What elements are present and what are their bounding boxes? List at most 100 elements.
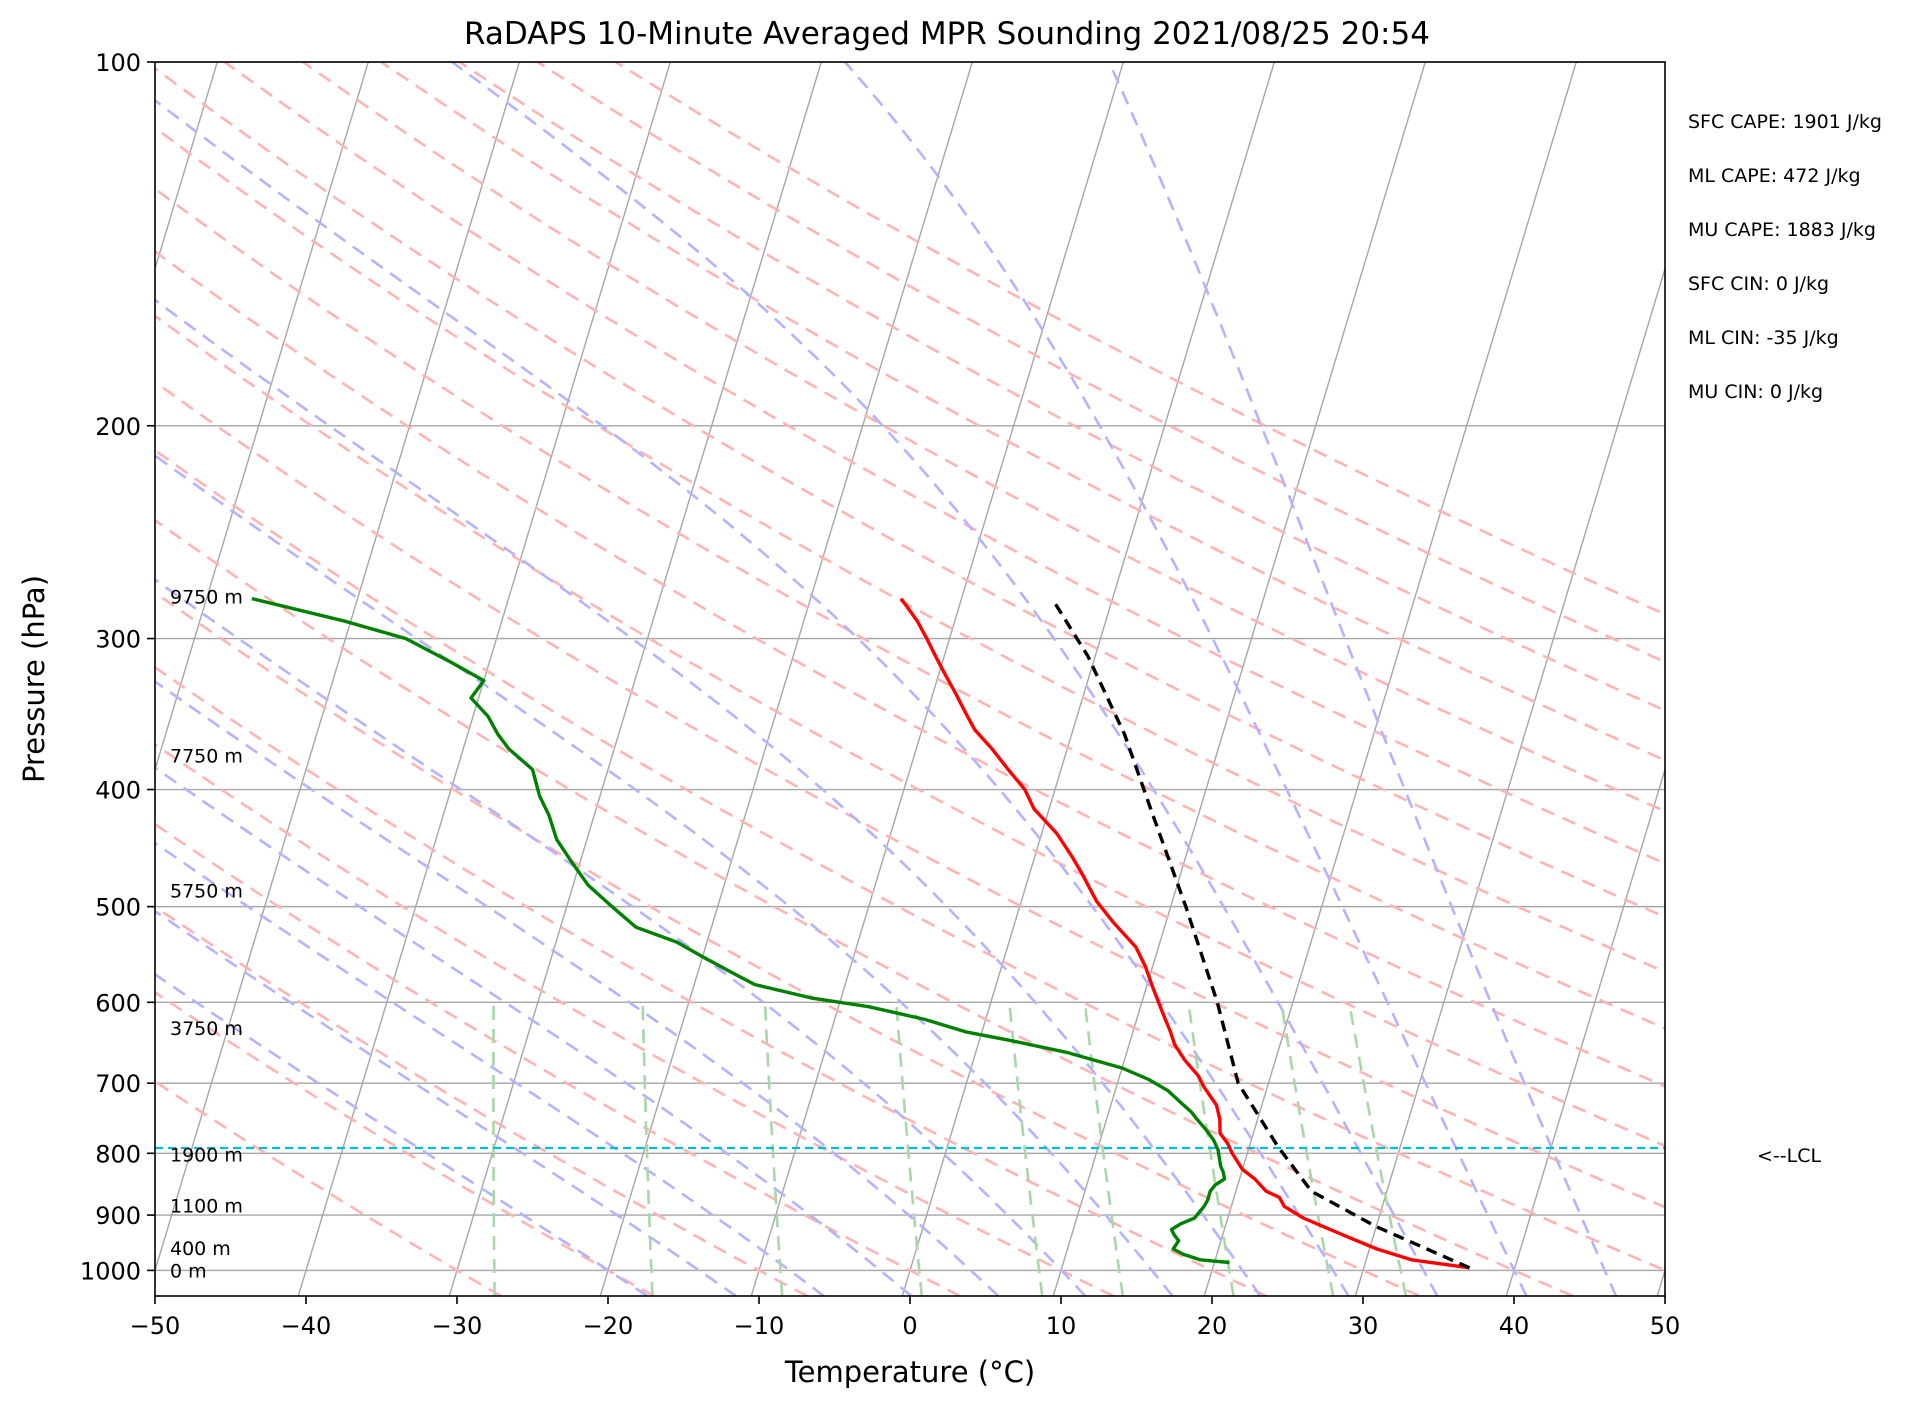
y-tick-label: 400 (95, 777, 141, 805)
height-label: 0 m (170, 1260, 207, 1282)
dry-adiabat (155, 990, 655, 1296)
moist-adiabat (1107, 62, 1618, 1296)
height-label: 9750 m (170, 587, 243, 609)
y-tick-label: 200 (95, 413, 141, 441)
x-tick-label: −40 (281, 1312, 332, 1340)
dry-adiabat (155, 187, 1665, 1030)
mixing-ratio-line (1083, 1002, 1125, 1296)
dry-adiabat (155, 314, 1665, 1148)
moist-adiabat (155, 578, 1087, 1296)
mixing-ratio-line (1347, 1002, 1408, 1296)
isotherm (1052, 62, 1426, 1296)
lcl-label: <--LCL (1757, 1145, 1821, 1167)
isotherm (599, 62, 973, 1296)
moist-adiabat (155, 298, 1262, 1296)
dry-adiabat (155, 249, 1665, 1088)
moist-adiabat (155, 972, 648, 1296)
mixing-ratio-line (763, 1002, 784, 1296)
dry-adiabat (155, 822, 961, 1296)
isotherm (155, 62, 369, 772)
height-label: 400 m (170, 1238, 231, 1260)
x-axis-label: Temperature (°C) (784, 1355, 1035, 1389)
x-tick-label: 20 (1197, 1312, 1228, 1340)
dry-adiabat (155, 66, 1665, 919)
skewed-isotherms (155, 62, 1665, 1296)
temperature-line (899, 597, 1470, 1270)
y-tick-label: 600 (95, 989, 141, 1017)
plot-frame (154, 61, 1666, 1297)
mixing-ratio-line (641, 1002, 654, 1296)
dry-adiabat (615, 62, 1665, 616)
moist-adiabat (844, 62, 1528, 1296)
height-label: 7750 m (170, 746, 243, 768)
y-tick-label: 300 (95, 626, 141, 654)
dry-adiabat (155, 742, 1114, 1296)
mixing-ratio-lines (492, 1002, 1408, 1296)
moist-adiabat (155, 909, 737, 1296)
mixing-ratio-line (1280, 1002, 1335, 1296)
isotherm (155, 62, 520, 1273)
chart-title: RaDAPS 10-Minute Averaged MPR Sounding 2… (464, 16, 1430, 52)
dry-adiabat (155, 665, 1267, 1296)
height-label: 5750 m (170, 881, 243, 903)
stat-text: SFC CAPE: 1901 J/kg (1688, 111, 1882, 133)
x-tick-label: −20 (583, 1312, 634, 1340)
background-lines (155, 62, 1665, 1296)
mixing-ratio-line (1008, 1002, 1044, 1296)
y-tick-label: 1000 (80, 1257, 141, 1285)
moist-adiabat (155, 98, 1350, 1296)
y-axis-label: Pressure (hPa) (17, 575, 51, 783)
x-tick-label: 10 (1046, 1312, 1077, 1340)
dry-adiabat (155, 380, 1665, 1209)
stat-text: SFC CIN: 0 J/kg (1688, 273, 1829, 295)
y-tick-label: 800 (95, 1140, 141, 1168)
dry-adiabat (155, 518, 1574, 1296)
x-tick-label: 0 (902, 1312, 917, 1340)
x-tick-label: −50 (130, 1312, 181, 1340)
dry-adiabats (155, 62, 1665, 1296)
x-tick-label: 30 (1348, 1312, 1379, 1340)
stat-text: ML CIN: -35 J/kg (1688, 327, 1839, 349)
x-tick-label: −10 (734, 1312, 785, 1340)
parcel-path-line (1050, 597, 1471, 1270)
x-axis: −50 −40 −30 −20 −10 0 10 20 30 40 50 (130, 1296, 1681, 1340)
isotherm (1203, 62, 1577, 1296)
stat-text: ML CAPE: 472 J/kg (1688, 165, 1861, 187)
dry-adiabat (380, 62, 1665, 762)
moist-adiabat (155, 679, 1000, 1296)
isotherm (1656, 1268, 1665, 1296)
y-tick-label: 700 (95, 1070, 141, 1098)
isotherm (1505, 767, 1665, 1296)
x-tick-label: 50 (1650, 1312, 1681, 1340)
dry-adiabat (223, 62, 1665, 865)
moist-adiabat (451, 62, 1439, 1296)
isotherm (1354, 266, 1665, 1296)
moist-adiabats (155, 62, 1618, 1296)
stat-text: MU CIN: 0 J/kg (1688, 381, 1823, 403)
stat-text: MU CAPE: 1883 J/kg (1688, 219, 1876, 241)
series-group (251, 596, 1471, 1270)
height-label: 1900 m (170, 1145, 243, 1167)
moist-adiabat (155, 453, 1174, 1296)
mixing-ratio-line (895, 1002, 924, 1296)
isobar-grid (155, 62, 1665, 1272)
moist-adiabat (155, 766, 913, 1296)
x-tick-label: 40 (1499, 1312, 1530, 1340)
isotherm (448, 62, 822, 1296)
y-axis: 100 200 300 400 500 600 700 800 900 1000 (80, 49, 155, 1285)
dry-adiabat (536, 62, 1665, 664)
data-lines (155, 596, 1665, 1270)
x-tick-label: −30 (432, 1312, 483, 1340)
y-tick-label: 100 (95, 49, 141, 77)
y-tick-label: 500 (95, 894, 141, 922)
dry-adiabat (155, 448, 1665, 1272)
y-tick-label: 900 (95, 1202, 141, 1230)
dry-adiabat (155, 591, 1421, 1296)
height-label: 3750 m (170, 1018, 243, 1040)
mixing-ratio-line (1187, 1002, 1235, 1296)
height-label: 1100 m (170, 1196, 243, 1218)
dry-adiabat (302, 62, 1665, 813)
stats-panel: SFC CAPE: 1901 J/kg ML CAPE: 472 J/kg MU C… (1688, 111, 1882, 403)
